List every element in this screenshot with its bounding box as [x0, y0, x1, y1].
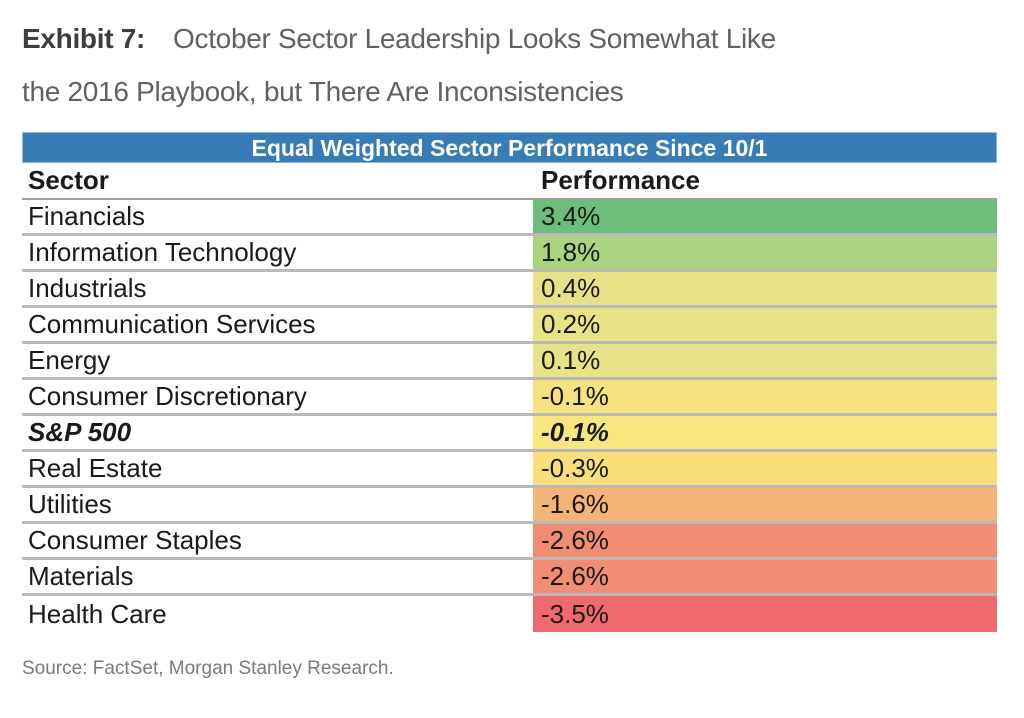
- performance-cell: -0.3%: [533, 452, 997, 485]
- table-row: Financials 3.4%: [22, 200, 997, 236]
- exhibit-heading-line2: the 2016 Playbook, but There Are Inconsi…: [22, 76, 624, 107]
- sector-cell: Consumer Staples: [22, 524, 533, 557]
- performance-cell: -0.1%: [533, 416, 997, 449]
- sector-cell: Health Care: [22, 596, 533, 632]
- table-rows: Financials 3.4% Information Technology 1…: [22, 200, 997, 632]
- performance-cell: -0.1%: [533, 380, 997, 413]
- sector-cell: Financials: [22, 200, 533, 233]
- table-row: Energy 0.1%: [22, 344, 997, 380]
- performance-cell: 0.1%: [533, 344, 997, 377]
- sector-performance-table: Equal Weighted Sector Performance Since …: [22, 132, 997, 632]
- sector-cell: S&P 500: [22, 416, 533, 449]
- column-header-sector: Sector: [22, 163, 533, 198]
- table-row: Information Technology 1.8%: [22, 236, 997, 272]
- sector-cell: Consumer Discretionary: [22, 380, 533, 413]
- exhibit-heading-line1: October Sector Leadership Looks Somewhat…: [173, 23, 776, 54]
- performance-cell: -2.6%: [533, 560, 997, 593]
- sector-cell: Real Estate: [22, 452, 533, 485]
- performance-cell: -3.5%: [533, 596, 997, 632]
- table-header-row: Sector Performance: [22, 163, 997, 200]
- performance-cell: 3.4%: [533, 200, 997, 233]
- sector-cell: Communication Services: [22, 308, 533, 341]
- table-row: Health Care -3.5%: [22, 596, 997, 632]
- table-row: Utilities -1.6%: [22, 488, 997, 524]
- source-note: Source: FactSet, Morgan Stanley Research…: [22, 658, 394, 679]
- sector-cell: Materials: [22, 560, 533, 593]
- performance-cell: 0.4%: [533, 272, 997, 305]
- table-row: S&P 500 -0.1%: [22, 416, 997, 452]
- performance-cell: 1.8%: [533, 236, 997, 269]
- sector-cell: Industrials: [22, 272, 533, 305]
- table-row: Real Estate -0.3%: [22, 452, 997, 488]
- sector-cell: Utilities: [22, 488, 533, 521]
- performance-cell: -2.6%: [533, 524, 997, 557]
- table-row: Consumer Discretionary -0.1%: [22, 380, 997, 416]
- sector-cell: Energy: [22, 344, 533, 377]
- table-row: Consumer Staples -2.6%: [22, 524, 997, 560]
- performance-cell: -1.6%: [533, 488, 997, 521]
- sector-cell: Information Technology: [22, 236, 533, 269]
- exhibit-title: Exhibit 7: October Sector Leadership Look…: [0, 0, 1024, 118]
- table-banner: Equal Weighted Sector Performance Since …: [22, 132, 997, 163]
- table-row: Communication Services 0.2%: [22, 308, 997, 344]
- performance-cell: 0.2%: [533, 308, 997, 341]
- table-row: Materials -2.6%: [22, 560, 997, 596]
- column-header-performance: Performance: [541, 165, 700, 195]
- table-row: Industrials 0.4%: [22, 272, 997, 308]
- exhibit-label: Exhibit 7:: [22, 23, 146, 54]
